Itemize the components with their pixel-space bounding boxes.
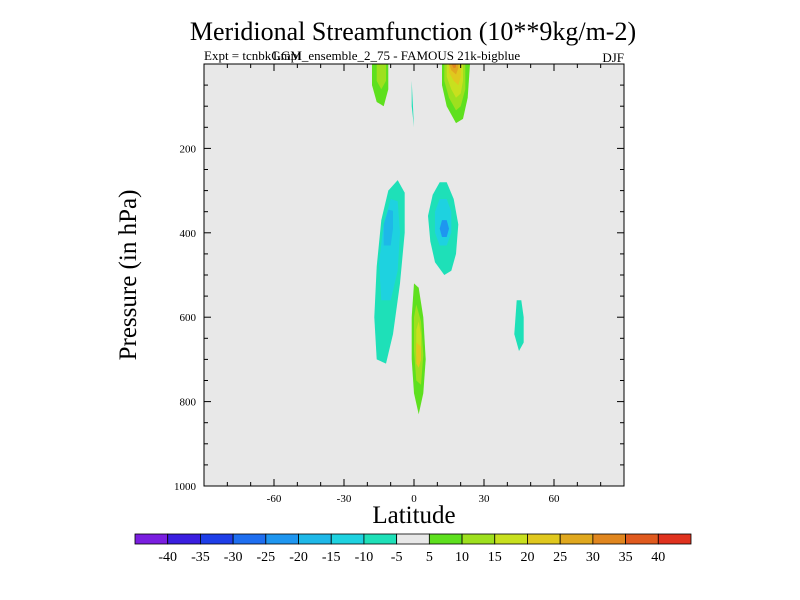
contour-sh-lower-pos [346,291,356,377]
colorbar-label: -35 [191,550,210,565]
colorbar-swatch [428,533,463,545]
colorbar-label: 25 [553,550,567,565]
colorbar-swatch [134,533,169,545]
colorbar: -40 -35 -30 -25 -20 -15 -10 -5 5 10 15 20 25 30 35 40 [134,533,692,565]
colorbar-swatch [592,533,626,545]
colorbar-label: -25 [256,550,275,565]
contour-eq-rising-25 [416,342,421,368]
y-tick-label: 200 [180,143,197,155]
colorbar-label: -40 [158,550,177,565]
colorbar-swatch [200,533,234,545]
subtitle-left: Expt = tcnbkGmpl [204,48,301,63]
colorbar-label: 10 [455,550,469,565]
colorbar-label: -20 [289,550,308,565]
contour-nh-cell-core2 [439,220,449,237]
chart-title: Meridional Streamfunction (10**9kg/m-2) [190,17,636,46]
contour-sh-upper-pos-15 [376,64,386,90]
x-tick-label: 60 [549,493,561,505]
colorbar-swatch [625,533,659,545]
colorbar-swatch [232,533,267,545]
colorbar-label: 30 [586,550,600,565]
y-tick-label: 1000 [174,481,197,493]
colorbar-swatch [265,533,299,545]
colorbar-swatch [657,533,692,545]
colorbar-swatch [527,533,561,545]
colorbar-swatch [559,533,594,545]
x-tick-label: 30 [479,493,491,505]
y-tick-label: 800 [180,397,197,409]
y-tick-label: 400 [180,228,197,240]
contour-nh-upper-pos-35 [451,64,456,69]
colorbar-label: 15 [488,550,502,565]
colorbar-label: -15 [322,550,341,565]
colorbar-label: 20 [520,550,534,565]
colorbar-label: -10 [355,550,374,565]
subtitle-right: DJF [602,50,624,65]
x-tick-label: 0 [411,493,417,505]
colorbar-label: 5 [426,550,433,565]
subtitle-overlap: LGM_ensemble_2_75 - FAMOUS 21k-bigblue [273,48,520,63]
contour-sh-thin-neg [241,199,246,347]
contour-upper-tongue-inner [411,80,414,128]
colorbar-swatch [330,533,365,545]
contour-nh-ferrel [500,123,547,423]
x-tick-label: -60 [267,493,282,505]
contour-far-sh-upper-pos [306,64,330,126]
contour-nh-ferrel-inner [514,300,524,351]
colorbar-label: -30 [224,550,243,565]
colorbar-swatch [167,533,201,545]
colorbar-swatch [363,533,398,545]
contour-layer [241,64,547,465]
colorbar-label: 40 [651,550,665,565]
colorbar-label: 35 [619,550,633,565]
y-axis-label: Pressure (in hPa) [115,190,142,361]
colorbar-swatch [494,533,528,545]
colorbar-swatch [461,533,496,545]
colorbar-swatch [396,533,430,545]
x-axis-label: Latitude [372,502,455,529]
colorbar-label: -5 [391,550,403,565]
x-tick-label: -30 [337,493,352,505]
y-tick-label: 600 [180,312,197,324]
colorbar-swatch [298,533,332,545]
axes: -60 -30 0 30 60 200 400 600 800 1000 [174,63,625,505]
contour-core-min-sh-b [383,209,393,246]
